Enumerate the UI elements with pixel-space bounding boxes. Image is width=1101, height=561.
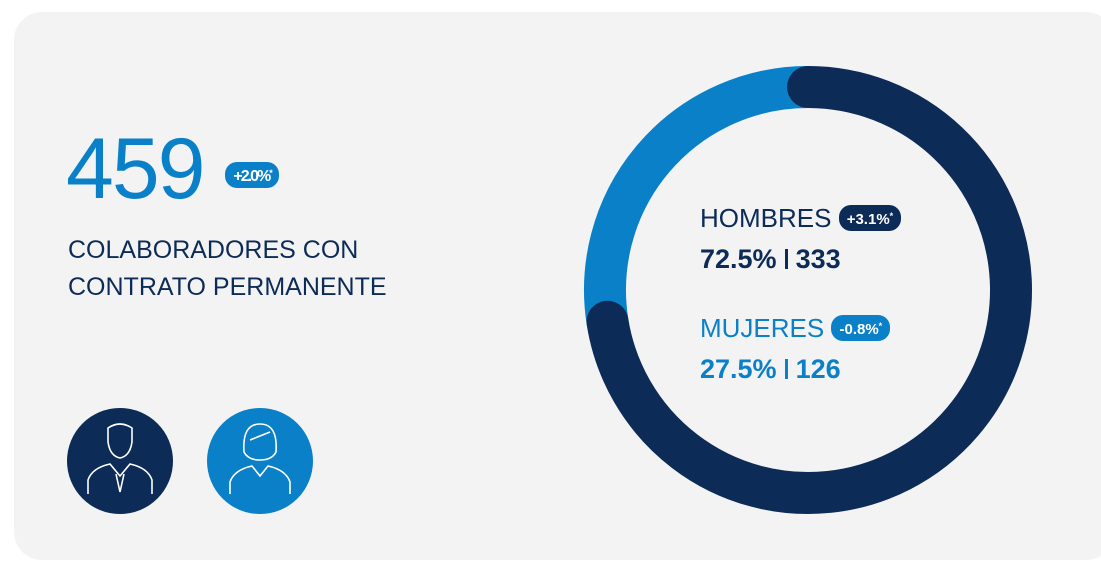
legend-category: HOMBRES +3.1%* [700,203,902,234]
total-number: 459 [66,121,205,217]
footnote-mark: * [889,211,894,221]
category-label: MUJERES [700,313,825,343]
donut-segment [584,66,809,326]
woman-icon [207,408,313,514]
category-label: HOMBRES [700,203,832,233]
footnote-mark: * [878,321,883,331]
percent-label: 27.5% [700,354,777,384]
total-change: +2.0% [233,168,271,186]
legend-values: 27.5% 126 [700,354,841,385]
count-label: 126 [795,354,841,384]
count-label: 333 [795,244,841,274]
change-badge: +3.1%* [838,205,902,231]
donut-segment [586,66,1032,514]
subtitle: COLABORADORES CON CONTRATO PERMANENTE [68,236,387,301]
change-value: +3.1% [846,211,890,228]
percent-label: 72.5% [700,244,777,274]
separator [784,249,788,269]
legend-category: MUJERES -0.8%* [700,313,891,344]
footnote-mark: * [269,168,272,179]
change-value: -0.8% [839,321,879,338]
legend-values: 72.5% 333 [700,244,841,275]
man-icon [67,408,173,514]
separator [784,359,788,379]
change-badge: -0.8%* [831,315,891,341]
total-count: 459 +2.0%* [66,126,279,212]
total-change-badge: +2.0%* [225,162,279,189]
